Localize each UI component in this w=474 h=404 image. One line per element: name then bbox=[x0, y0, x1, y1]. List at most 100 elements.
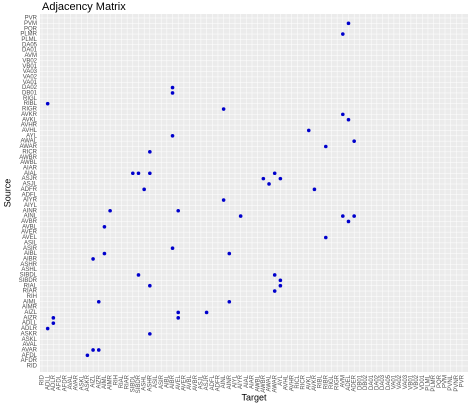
y-tick-label: AINR bbox=[23, 208, 38, 214]
y-tick-label: AIBR bbox=[23, 257, 38, 263]
y-tick-label: SIBDL bbox=[20, 273, 38, 279]
point bbox=[142, 187, 146, 192]
x-tick-label: VA03 bbox=[403, 374, 409, 389]
x-tick-label: RIGR bbox=[335, 374, 341, 390]
y-tick-label: ASJR bbox=[22, 176, 38, 182]
point bbox=[170, 91, 175, 95]
y-tick-label: AIML bbox=[23, 299, 38, 305]
x-tick-label: AINL bbox=[221, 374, 227, 388]
x-tick-label: PVNR bbox=[454, 374, 460, 391]
point bbox=[312, 187, 317, 192]
point bbox=[91, 257, 95, 261]
y-tick-label: ASJL bbox=[23, 182, 38, 188]
x-tick-label: AIAR bbox=[250, 374, 256, 389]
y-tick-label: RIH bbox=[27, 294, 37, 300]
y-tick-label: SIBDR bbox=[19, 278, 38, 284]
y-tick-label: AIAL bbox=[24, 171, 38, 177]
point bbox=[148, 171, 152, 176]
x-tick-label: ASJR bbox=[204, 374, 210, 390]
y-tick-label: AVKL bbox=[22, 117, 38, 123]
y-tick-label: RIBL bbox=[24, 101, 38, 107]
point bbox=[238, 214, 243, 218]
point bbox=[341, 214, 345, 218]
y-tick-label: AIYL bbox=[24, 203, 38, 209]
x-tick-label: SIBDL bbox=[130, 374, 136, 392]
point bbox=[272, 273, 277, 277]
x-tick-label: PLML bbox=[426, 374, 432, 390]
x-tick-label: AWAR bbox=[272, 374, 278, 392]
x-tick-label: VB02 bbox=[414, 374, 420, 389]
point bbox=[91, 348, 95, 352]
point bbox=[346, 117, 351, 122]
y-tick-label: AIAR bbox=[23, 165, 38, 171]
y-tick-label: RICR bbox=[22, 149, 37, 155]
point bbox=[170, 133, 175, 138]
point bbox=[148, 283, 152, 288]
x-tick-label: ADEL bbox=[346, 374, 352, 390]
x-tick-label: ADFL bbox=[210, 374, 216, 390]
y-tick-label: AVAL bbox=[23, 342, 38, 348]
y-tick-label: ASKL bbox=[22, 337, 38, 343]
x-tick-label: DB01 bbox=[357, 374, 363, 390]
y-tick-label: ASKR bbox=[21, 331, 38, 337]
x-tick-label: DA01 bbox=[369, 374, 375, 390]
x-tick-label: AWAL bbox=[267, 374, 273, 391]
y-tick-label: RIGL bbox=[23, 96, 38, 102]
x-tick-label: AVAR bbox=[74, 374, 80, 390]
point bbox=[96, 348, 101, 352]
x-tick-label: AFDR bbox=[62, 374, 68, 391]
point bbox=[306, 128, 311, 133]
y-tick-label: AIMR bbox=[22, 305, 38, 311]
y-tick-label: AVEL bbox=[22, 235, 38, 241]
x-tick-label: AWBR bbox=[261, 374, 267, 392]
y-tick-label: AYL bbox=[26, 133, 38, 139]
point bbox=[278, 283, 283, 288]
x-tick-label: ASKR bbox=[85, 374, 91, 391]
x-tick-label: VB01 bbox=[408, 374, 414, 389]
y-tick-label: PLML bbox=[21, 37, 37, 43]
y-tick-label: AVHR bbox=[21, 123, 38, 129]
chart-title: Adjacency Matrix bbox=[42, 1, 126, 13]
point bbox=[204, 310, 209, 315]
point bbox=[352, 214, 356, 218]
y-axis-title: Source bbox=[2, 179, 12, 208]
y-tick-label: DA05 bbox=[22, 42, 38, 48]
y-tick-label: AVM bbox=[24, 53, 37, 59]
point bbox=[102, 251, 107, 256]
x-tick-label: DB02 bbox=[363, 374, 369, 390]
x-tick-label: RIAR bbox=[125, 374, 131, 389]
y-tick-label: AVER bbox=[21, 230, 38, 236]
y-tick-label: AWAR bbox=[19, 144, 37, 150]
point bbox=[341, 112, 345, 117]
y-tick-label: AIBL bbox=[24, 251, 38, 257]
y-tick-label: ASIR bbox=[23, 246, 38, 252]
point bbox=[176, 208, 181, 213]
x-tick-label: RID bbox=[40, 374, 46, 385]
x-tick-label: ADLL bbox=[45, 374, 51, 390]
x-tick-label: AIBL bbox=[164, 374, 170, 388]
point bbox=[136, 171, 141, 176]
point bbox=[221, 198, 226, 202]
point bbox=[45, 101, 50, 106]
y-tick-label: AIYR bbox=[23, 198, 38, 204]
x-tick-label: VA02 bbox=[397, 374, 403, 389]
x-tick-label: AINR bbox=[227, 374, 233, 389]
x-tick-label: ASHR bbox=[147, 374, 153, 391]
y-tick-label: RIAR bbox=[23, 289, 38, 295]
y-tick-label: RIAL bbox=[24, 283, 38, 289]
x-tick-label: AIYL bbox=[233, 374, 239, 388]
y-tick-label: ADLR bbox=[21, 326, 38, 332]
point bbox=[278, 176, 283, 181]
x-tick-label: DA02 bbox=[374, 374, 380, 390]
y-tick-label: AWAL bbox=[20, 139, 37, 145]
point bbox=[272, 171, 277, 176]
point bbox=[45, 326, 50, 331]
point bbox=[176, 316, 181, 320]
x-tick-label: AVKR bbox=[312, 374, 318, 391]
y-tick-label: AWBR bbox=[19, 155, 37, 161]
y-tick-label: PVR bbox=[25, 16, 38, 22]
point bbox=[346, 219, 351, 224]
y-tick-label: DA02 bbox=[22, 85, 38, 91]
y-tick-label: ASHL bbox=[21, 267, 37, 273]
